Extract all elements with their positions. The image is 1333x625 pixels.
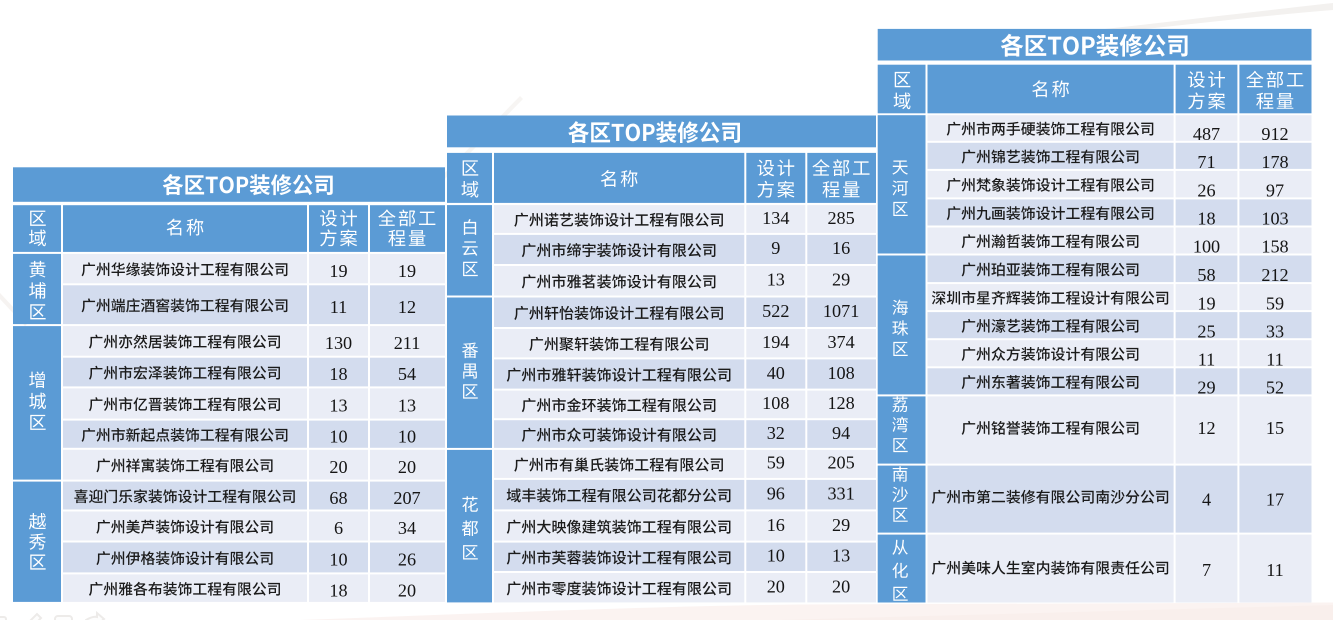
svg-text:10: 10 xyxy=(329,550,347,570)
svg-text:487: 487 xyxy=(1193,124,1220,144)
svg-text:20: 20 xyxy=(398,457,416,477)
svg-text:13: 13 xyxy=(398,396,416,416)
svg-text:54: 54 xyxy=(398,364,416,384)
svg-text:33: 33 xyxy=(1266,321,1284,341)
svg-text:26: 26 xyxy=(398,550,416,570)
svg-text:29: 29 xyxy=(832,270,850,290)
svg-text:6: 6 xyxy=(334,518,343,538)
svg-text:10: 10 xyxy=(329,426,347,446)
svg-text:29: 29 xyxy=(1197,378,1215,398)
svg-text:16: 16 xyxy=(767,515,785,535)
svg-text:374: 374 xyxy=(827,332,854,352)
svg-text:134: 134 xyxy=(762,208,789,228)
svg-text:7: 7 xyxy=(1202,560,1211,580)
svg-text:13: 13 xyxy=(767,270,785,290)
svg-text:211: 211 xyxy=(394,333,421,353)
svg-text:20: 20 xyxy=(329,457,347,477)
svg-text:59: 59 xyxy=(1266,293,1284,313)
svg-text:178: 178 xyxy=(1261,152,1288,172)
svg-text:331: 331 xyxy=(827,483,854,503)
svg-text:108: 108 xyxy=(762,393,789,413)
svg-text:1071: 1071 xyxy=(823,301,859,321)
svg-text:17: 17 xyxy=(1266,490,1284,510)
svg-text:19: 19 xyxy=(329,261,347,281)
svg-text:11: 11 xyxy=(1266,560,1284,580)
svg-text:103: 103 xyxy=(1261,209,1288,229)
svg-text:97: 97 xyxy=(1266,180,1284,200)
svg-text:20: 20 xyxy=(398,580,416,600)
svg-text:11: 11 xyxy=(1266,349,1284,369)
svg-text:11: 11 xyxy=(1198,349,1216,369)
svg-text:29: 29 xyxy=(832,515,850,535)
svg-text:10: 10 xyxy=(767,546,785,566)
svg-text:18: 18 xyxy=(329,364,347,384)
svg-text:522: 522 xyxy=(762,301,789,321)
svg-text:19: 19 xyxy=(398,261,416,281)
svg-text:9: 9 xyxy=(771,238,780,258)
svg-text:68: 68 xyxy=(329,488,347,508)
svg-text:13: 13 xyxy=(832,546,850,566)
svg-text:71: 71 xyxy=(1197,152,1215,172)
svg-text:20: 20 xyxy=(832,577,850,597)
svg-text:16: 16 xyxy=(832,238,850,258)
svg-text:15: 15 xyxy=(1266,418,1284,438)
svg-text:94: 94 xyxy=(832,423,850,443)
svg-text:25: 25 xyxy=(1197,321,1215,341)
svg-text:130: 130 xyxy=(325,333,352,353)
svg-text:26: 26 xyxy=(1197,180,1215,200)
svg-text:10: 10 xyxy=(398,426,416,446)
svg-text:40: 40 xyxy=(767,363,785,383)
svg-text:32: 32 xyxy=(767,423,785,443)
svg-text:158: 158 xyxy=(1261,237,1288,257)
svg-text:100: 100 xyxy=(1193,237,1220,257)
svg-text:34: 34 xyxy=(398,518,416,538)
svg-text:4: 4 xyxy=(1202,490,1211,510)
svg-text:207: 207 xyxy=(393,488,420,508)
svg-text:18: 18 xyxy=(1197,209,1215,229)
svg-text:13: 13 xyxy=(329,396,347,416)
svg-text:12: 12 xyxy=(1197,418,1215,438)
svg-text:212: 212 xyxy=(1261,265,1288,285)
svg-text:58: 58 xyxy=(1197,265,1215,285)
svg-text:52: 52 xyxy=(1266,378,1284,398)
svg-text:96: 96 xyxy=(767,483,785,503)
svg-text:12: 12 xyxy=(398,297,416,317)
svg-text:19: 19 xyxy=(1197,293,1215,313)
svg-text:20: 20 xyxy=(767,577,785,597)
svg-text:912: 912 xyxy=(1261,124,1288,144)
svg-text:194: 194 xyxy=(762,332,789,352)
svg-text:59: 59 xyxy=(767,453,785,473)
svg-text:285: 285 xyxy=(827,208,854,228)
svg-text:108: 108 xyxy=(827,363,854,383)
svg-text:11: 11 xyxy=(330,297,348,317)
svg-text:128: 128 xyxy=(827,393,854,413)
svg-text:18: 18 xyxy=(329,580,347,600)
svg-text:205: 205 xyxy=(827,453,854,473)
